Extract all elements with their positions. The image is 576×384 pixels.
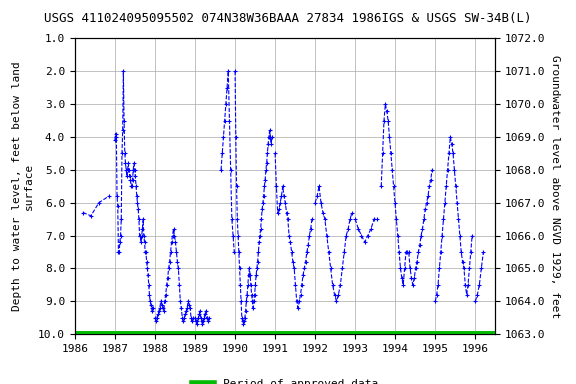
Text: USGS 411024095095502 074N38W36BAAA 27834 1986IGS & USGS SW-34B(L): USGS 411024095095502 074N38W36BAAA 27834… (44, 12, 532, 25)
Legend: Period of approved data: Period of approved data (188, 375, 382, 384)
Y-axis label: Depth to water level, feet below land
surface: Depth to water level, feet below land su… (13, 61, 34, 311)
Y-axis label: Groundwater level above NGVD 1929, feet: Groundwater level above NGVD 1929, feet (550, 55, 560, 318)
